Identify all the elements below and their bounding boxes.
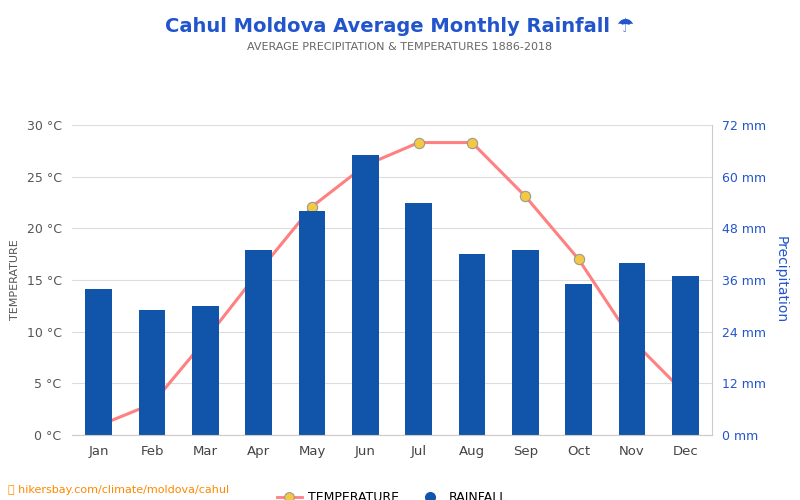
Bar bbox=[406, 202, 432, 435]
Bar bbox=[672, 276, 698, 435]
Text: ⛳ hikersbay.com/climate/moldova/cahul: ⛳ hikersbay.com/climate/moldova/cahul bbox=[8, 485, 229, 495]
Bar bbox=[458, 254, 486, 435]
Point bbox=[252, 268, 265, 276]
Bar bbox=[298, 211, 326, 435]
Point bbox=[92, 422, 105, 430]
Point bbox=[519, 192, 532, 200]
Bar bbox=[352, 155, 378, 435]
Point bbox=[466, 138, 478, 146]
Point bbox=[412, 138, 425, 146]
Bar bbox=[192, 306, 218, 435]
Point bbox=[626, 336, 638, 344]
Bar bbox=[246, 250, 272, 435]
Bar bbox=[512, 250, 538, 435]
Y-axis label: Precipitation: Precipitation bbox=[774, 236, 787, 324]
Point bbox=[572, 256, 585, 264]
Point bbox=[359, 162, 372, 170]
Point bbox=[199, 336, 212, 344]
Bar bbox=[618, 263, 646, 435]
Bar bbox=[138, 310, 166, 435]
Point bbox=[679, 390, 692, 398]
Text: AVERAGE PRECIPITATION & TEMPERATURES 1886-2018: AVERAGE PRECIPITATION & TEMPERATURES 188… bbox=[247, 42, 553, 52]
Y-axis label: TEMPERATURE: TEMPERATURE bbox=[10, 240, 20, 320]
Bar bbox=[566, 284, 592, 435]
Text: Cahul Moldova Average Monthly Rainfall ☂: Cahul Moldova Average Monthly Rainfall ☂ bbox=[166, 18, 634, 36]
Point bbox=[306, 202, 318, 210]
Point bbox=[146, 400, 158, 408]
Legend: TEMPERATURE, RAINFALL: TEMPERATURE, RAINFALL bbox=[272, 486, 512, 500]
Bar bbox=[86, 288, 112, 435]
